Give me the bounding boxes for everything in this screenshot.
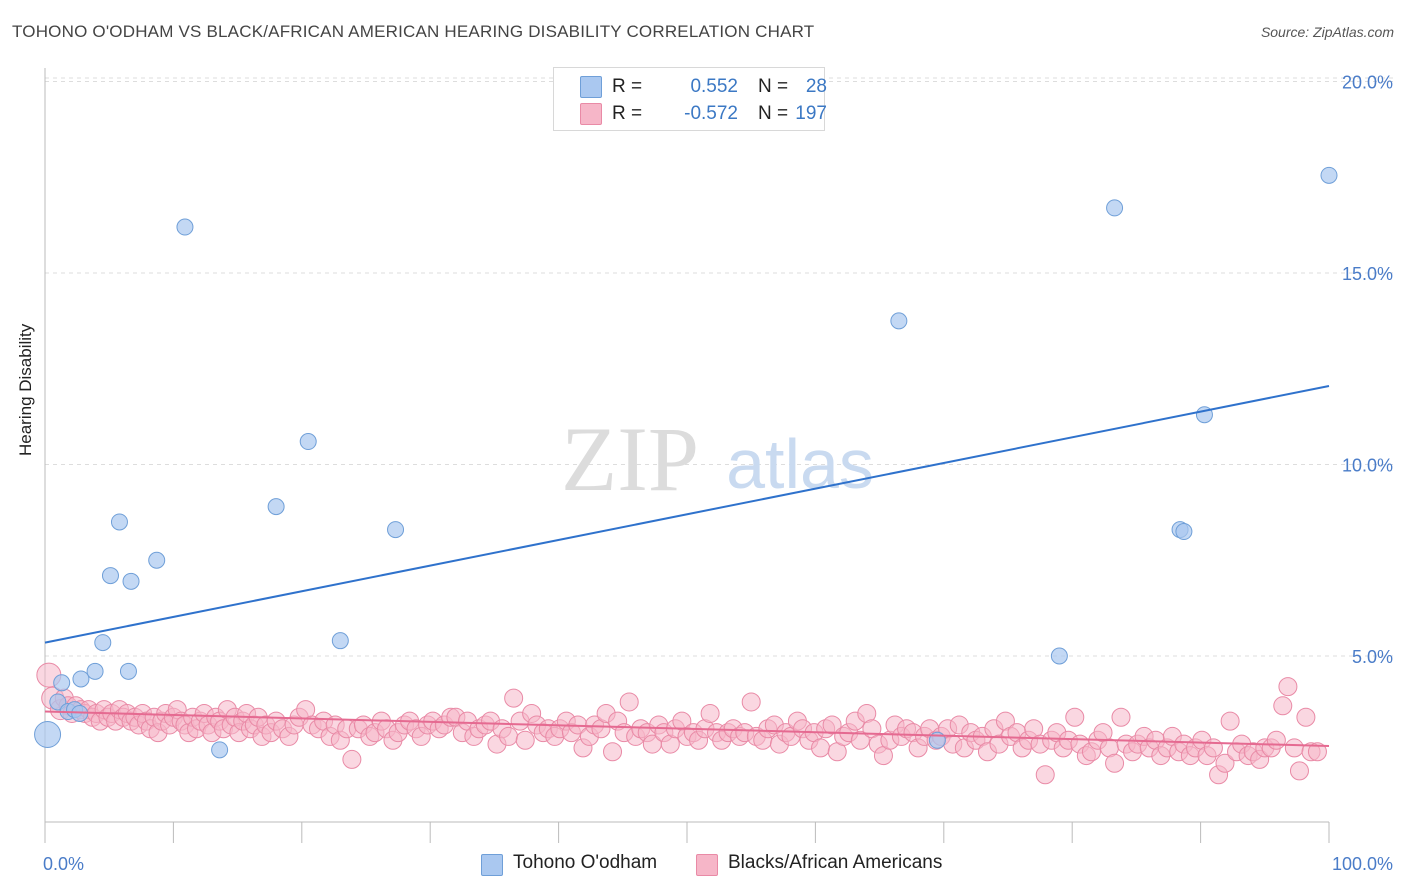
legend-n-label: N = — [758, 76, 789, 97]
tick-labels-layer: 5.0% 10.0% 15.0% 20.0% 0.0% 100.0% — [43, 73, 1393, 875]
legend-n-label: N = — [758, 103, 789, 124]
blue-point — [94, 634, 112, 652]
blue-point — [387, 521, 405, 539]
pink-point — [1296, 707, 1316, 727]
pink-point — [1289, 761, 1309, 781]
legend-r-label: R = — [612, 76, 643, 97]
pink-point — [603, 742, 623, 762]
blue-point — [1050, 647, 1068, 665]
watermark-zip: ZIP — [561, 408, 699, 510]
bottom-legend-label-tohono: Tohono O'odham — [513, 852, 658, 873]
source-label: Source: ZipAtlas.com — [1260, 24, 1394, 40]
pink-point — [504, 688, 524, 708]
pink-point — [1266, 730, 1286, 750]
pink-point — [1111, 707, 1131, 727]
blue-trend-line — [44, 385, 1330, 644]
y-axis-label: Hearing Disability — [16, 323, 35, 456]
blue-point — [72, 670, 90, 688]
legend-n-value: 197 — [795, 103, 827, 124]
pink-point — [619, 692, 639, 712]
blue-point — [1320, 166, 1338, 184]
pink-point — [822, 715, 842, 735]
trend-layer — [44, 385, 1330, 748]
pink-point — [1215, 753, 1235, 773]
blue-point — [119, 662, 137, 680]
watermark: ZIP atlas — [561, 408, 874, 510]
pink-point — [1203, 738, 1223, 758]
blue-point — [176, 218, 194, 236]
y-tick-label: 5.0% — [1352, 647, 1393, 667]
pink-point — [850, 730, 870, 750]
pink-point — [515, 730, 535, 750]
blue-point — [890, 312, 908, 330]
pink-point — [1284, 738, 1304, 758]
blue-point — [86, 662, 104, 680]
pink-trend-line — [44, 710, 1330, 748]
pink-points-layer — [36, 662, 1327, 785]
bottom-legend-swatch-blue — [481, 854, 503, 876]
legend-r-label: R = — [612, 103, 643, 124]
axes-layer — [44, 68, 1330, 843]
legend-r-value: -0.572 — [684, 103, 738, 124]
blue-point — [331, 632, 349, 650]
bottom-legend-label-black: Blacks/African Americans — [728, 852, 943, 873]
legend-row-black: R = -0.572 N = 197 — [580, 102, 827, 126]
legend-swatch-blue — [580, 76, 602, 98]
pink-point — [1278, 677, 1298, 697]
blue-point — [53, 674, 71, 692]
blue-point — [122, 572, 140, 590]
blue-point — [34, 721, 62, 749]
y-tick-label: 20.0% — [1342, 73, 1393, 93]
pink-point — [1273, 696, 1293, 716]
legend-r-value: 0.552 — [690, 76, 738, 97]
blue-point — [211, 741, 229, 759]
pink-point — [342, 749, 362, 769]
legend-n-value: 28 — [805, 76, 827, 97]
pink-point — [1220, 711, 1240, 731]
grid-layer — [45, 77, 1394, 657]
blue-point — [148, 551, 166, 569]
legend-swatch-pink — [580, 103, 602, 125]
pink-point — [1035, 765, 1055, 785]
pink-point — [811, 738, 831, 758]
bottom-legend-swatch-pink — [696, 854, 718, 876]
y-tick-label: 15.0% — [1342, 264, 1393, 284]
pink-point — [1105, 753, 1125, 773]
pink-point — [741, 692, 761, 712]
x-tick-label: 100.0% — [1332, 854, 1393, 874]
chart-title: TOHONO O'ODHAM VS BLACK/AFRICAN AMERICAN… — [12, 22, 815, 41]
legend-row-tohono: R = 0.552 N = 28 — [580, 75, 827, 99]
watermark-atlas: atlas — [726, 425, 874, 503]
pink-point — [499, 726, 519, 746]
correlation-legend: R = 0.552 N = 28 R = -0.572 N = 197 — [553, 67, 827, 131]
x-tick-label: 0.0% — [43, 854, 84, 874]
blue-point — [299, 433, 317, 451]
blue-point — [267, 498, 285, 516]
blue-point — [110, 513, 128, 531]
blue-point — [101, 567, 119, 585]
pink-point — [700, 703, 720, 723]
pink-point — [1307, 742, 1327, 762]
blue-point — [1106, 199, 1124, 217]
pink-point — [1065, 707, 1085, 727]
y-tick-label: 10.0% — [1342, 456, 1393, 476]
blue-point — [1175, 523, 1193, 541]
